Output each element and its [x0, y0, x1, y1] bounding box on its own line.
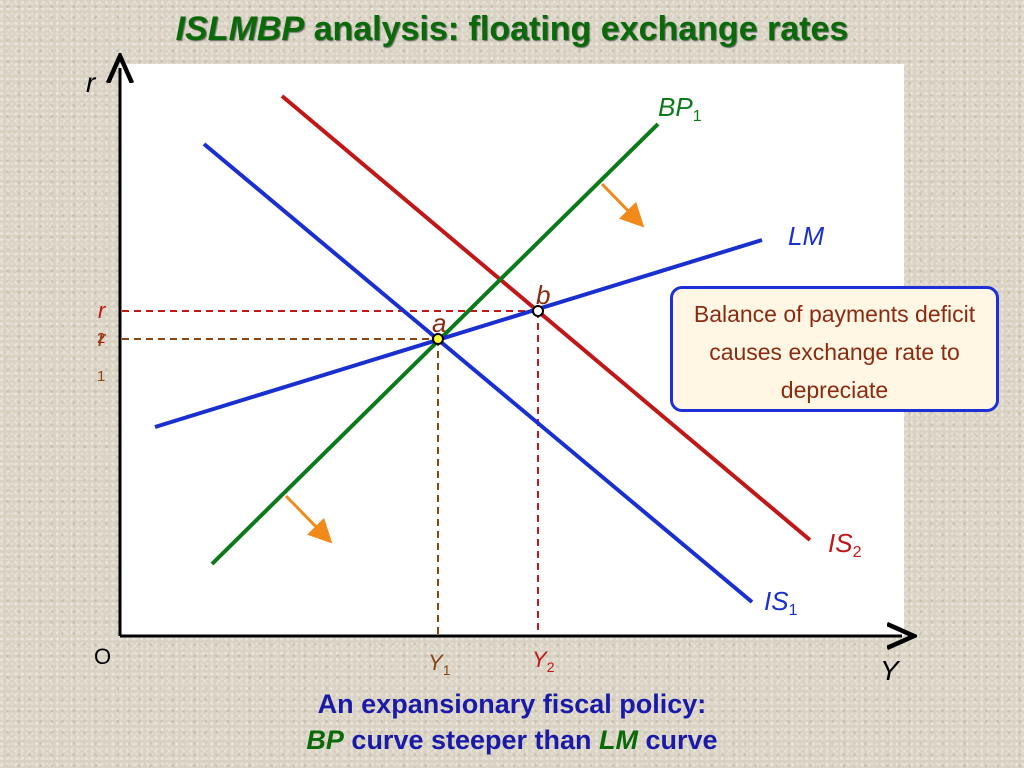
bp1-label: BP1	[658, 92, 702, 125]
caption-line-1: An expansionary fiscal policy:	[317, 689, 707, 719]
bp-shift-arrow-lower	[284, 494, 333, 544]
title-rest: analysis: floating exchange rates	[304, 10, 849, 48]
caption: An expansionary fiscal policy: BP curve …	[0, 686, 1024, 758]
lm-label: LM	[788, 221, 824, 251]
bp-shift-arrow-upper	[600, 182, 645, 228]
is2-curve	[280, 94, 812, 542]
is2-label: IS2	[828, 528, 862, 561]
is1-curve	[202, 142, 754, 604]
point-b-marker	[532, 305, 544, 317]
y-axis-label: r	[86, 67, 97, 98]
caption-lm: LM	[599, 725, 639, 755]
title-italic: ISLMBP	[175, 10, 305, 48]
is1-label: IS1	[764, 586, 798, 619]
slide-title: ISLMBP analysis: floating exchange rates	[0, 10, 1024, 49]
y2-tick-label: Y2	[532, 647, 555, 675]
lm-curve	[154, 238, 763, 429]
callout-box: Balance of payments deficit causes excha…	[670, 286, 999, 412]
caption-bp: BP	[306, 725, 344, 755]
x-axis-label: Y	[880, 655, 901, 686]
callout-text: Balance of payments deficit causes excha…	[693, 301, 976, 403]
caption-end: curve	[638, 725, 718, 755]
y1-tick-label: Y1	[428, 650, 451, 678]
origin-label: O	[94, 644, 111, 669]
point-b-label: b	[536, 280, 550, 310]
caption-mid: curve steeper than	[343, 725, 600, 755]
point-a-label: a	[432, 308, 446, 338]
caption-line-2: BP curve steeper than LM curve	[0, 722, 1024, 758]
point-a-marker	[432, 333, 444, 345]
